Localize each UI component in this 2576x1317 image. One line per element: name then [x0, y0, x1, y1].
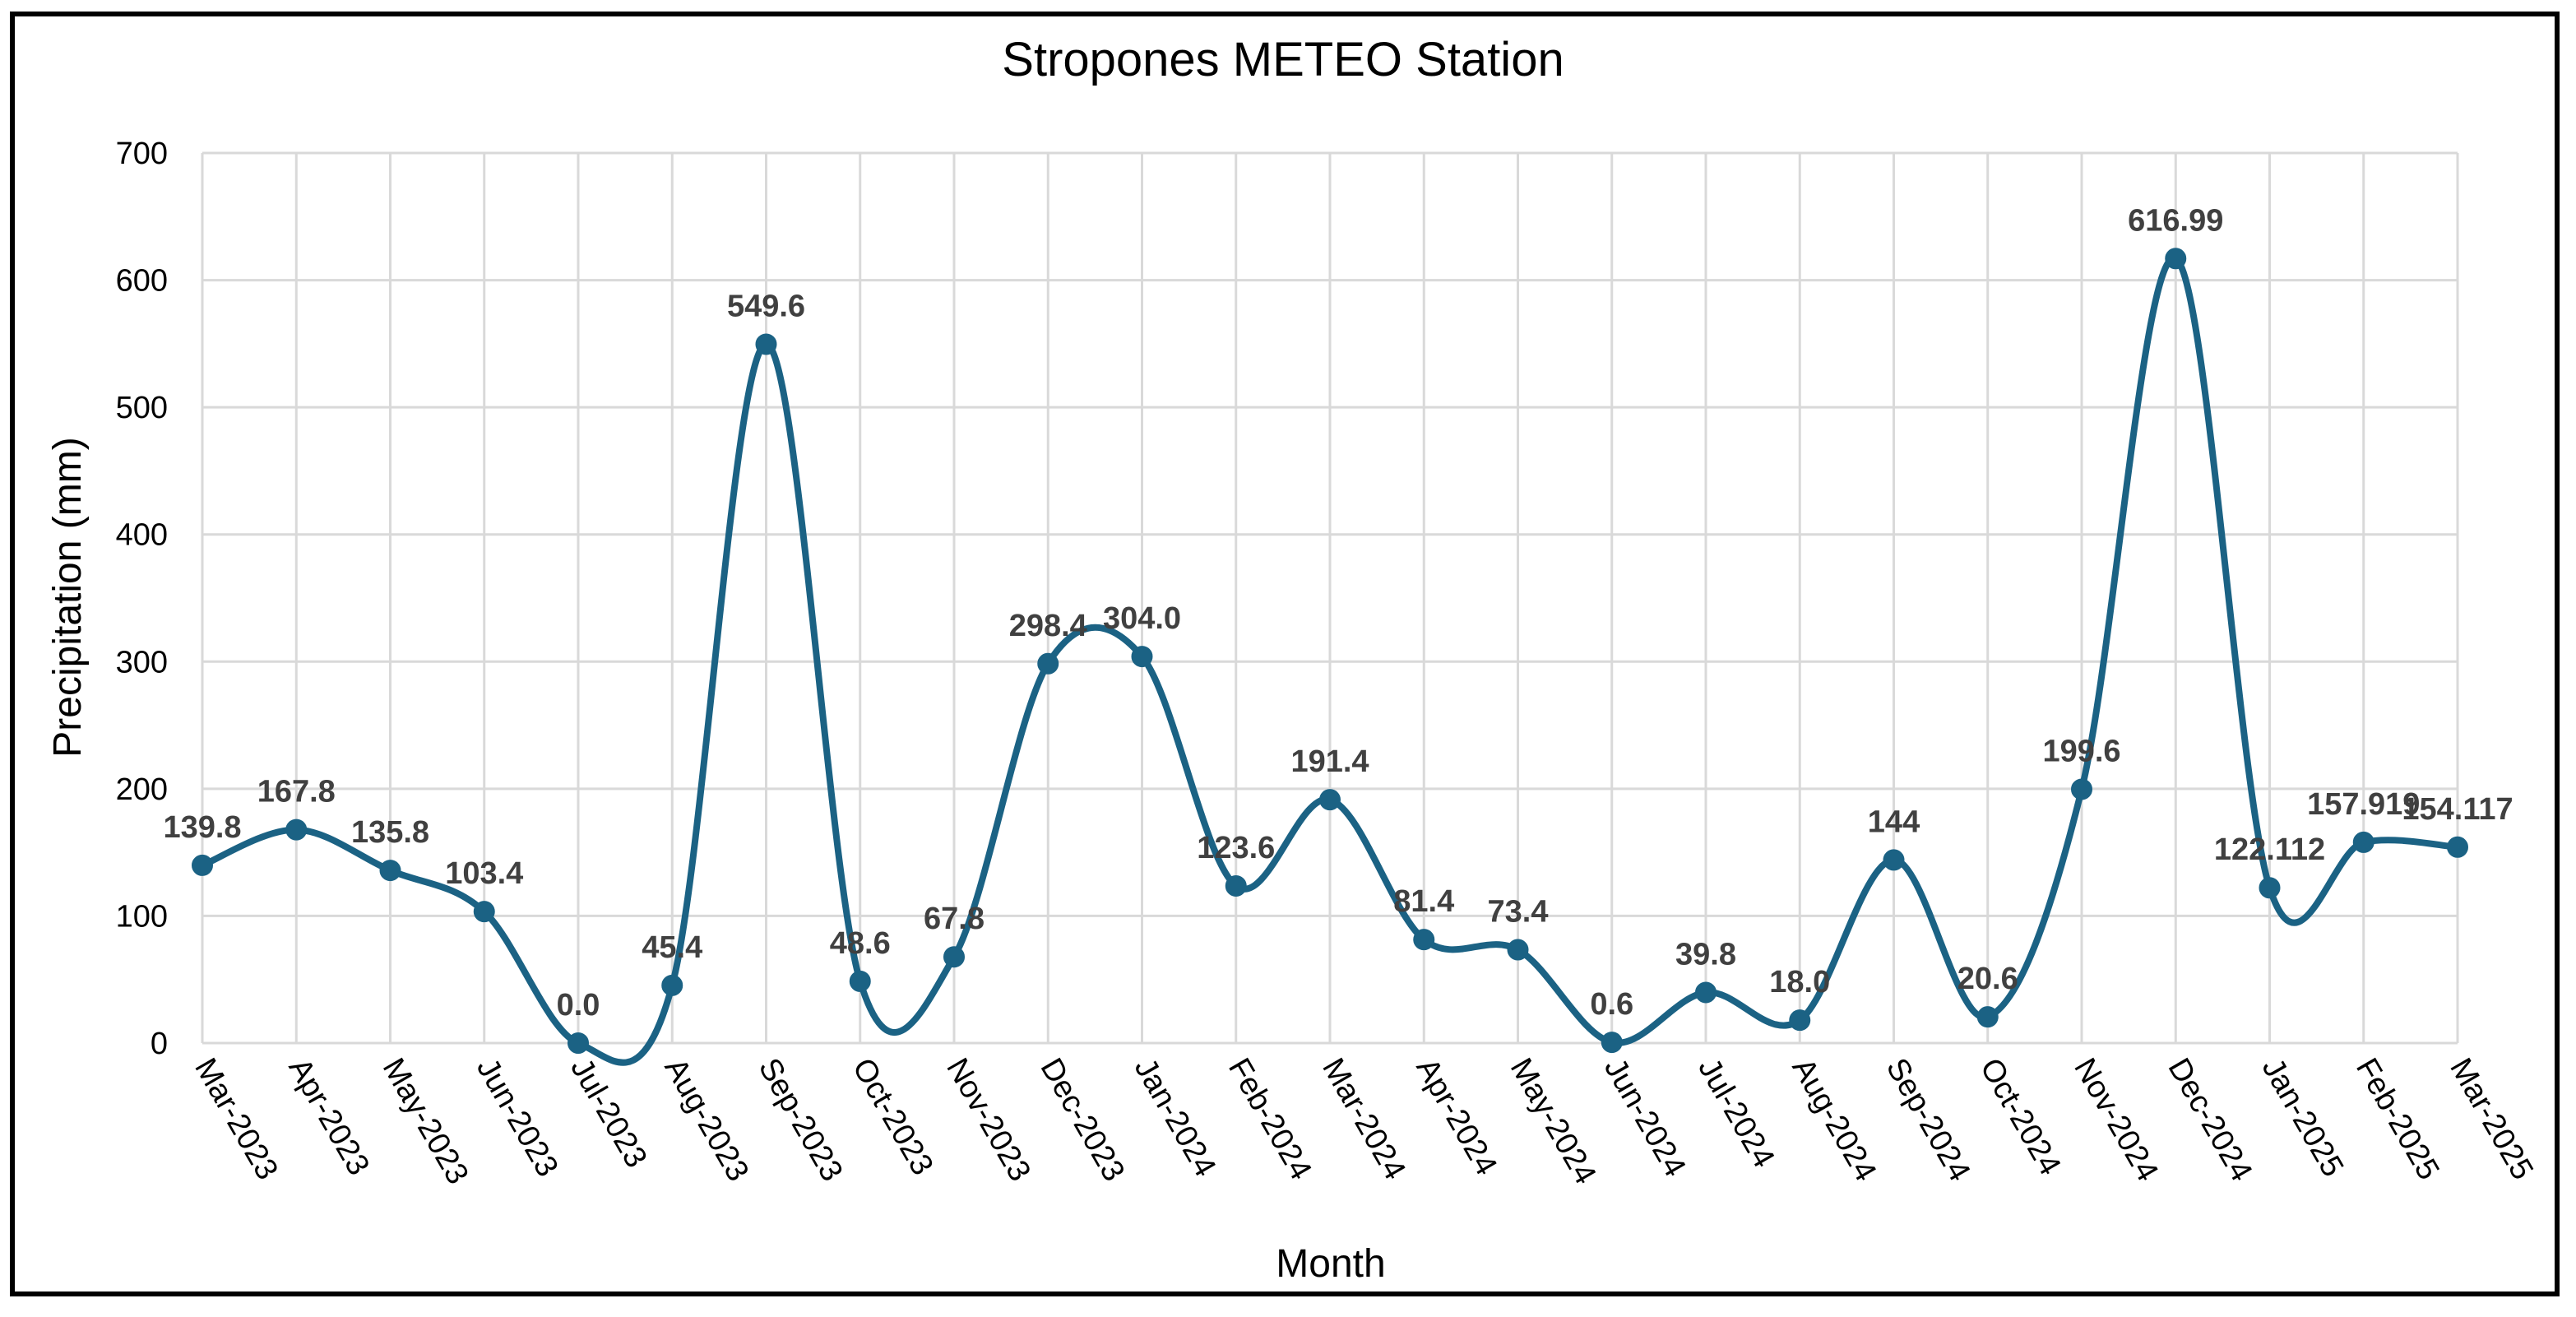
x-tick-label: Jun-2023 — [470, 1053, 565, 1183]
data-label: 67.8 — [924, 902, 985, 936]
data-label: 191.4 — [1290, 744, 1369, 779]
grid-layer — [201, 151, 2459, 1045]
x-tick-label: Jul-2024 — [1691, 1053, 1781, 1174]
data-point — [192, 854, 213, 876]
y-tick-label: 0 — [151, 1027, 168, 1061]
data-label: 144 — [1868, 805, 1920, 839]
data-label: 48.6 — [830, 926, 891, 961]
data-label: 73.4 — [1488, 895, 1549, 930]
data-label: 18.0 — [1769, 965, 1830, 999]
data-point — [379, 860, 401, 882]
x-tick-label: Sep-2024 — [1879, 1053, 1977, 1188]
data-point — [1601, 1032, 1623, 1054]
x-tick-label: Sep-2023 — [752, 1053, 850, 1188]
x-tick-label: Dec-2023 — [1033, 1053, 1131, 1188]
data-label: 81.4 — [1393, 884, 1454, 919]
data-label: 616.99 — [2128, 203, 2223, 238]
y-tick-label: 700 — [116, 137, 168, 171]
data-point — [1507, 939, 1529, 961]
series-layer — [192, 248, 2468, 1066]
x-tick-label: Aug-2024 — [1785, 1053, 1883, 1188]
x-tick-label: Aug-2023 — [657, 1053, 755, 1188]
data-label: 45.4 — [642, 930, 702, 965]
chart-title: Stropones METEO Station — [1002, 33, 1564, 86]
data-point — [2259, 877, 2281, 899]
y-tick-label: 500 — [116, 391, 168, 425]
y-tick-label: 300 — [116, 645, 168, 679]
x-tick-label: Oct-2024 — [1973, 1053, 2068, 1181]
data-point — [1225, 874, 1247, 897]
data-label: 0.6 — [1590, 987, 1633, 1022]
x-tick-label: Dec-2024 — [2161, 1053, 2259, 1188]
data-label: 139.8 — [163, 810, 241, 845]
data-label: 123.6 — [1197, 831, 1275, 865]
x-tick-label: Jan-2024 — [1128, 1053, 1223, 1183]
x-axis-title: Month — [1276, 1242, 1385, 1286]
data-label: 157.919 — [2307, 787, 2420, 822]
data-label: 549.6 — [727, 289, 805, 323]
y-axis-title: Precipitation (mm) — [46, 437, 90, 757]
x-tick-label: Mar-2025 — [2443, 1053, 2540, 1186]
data-point — [473, 901, 495, 923]
x-tick-label: Apr-2023 — [281, 1053, 376, 1181]
data-label: 122.112 — [2214, 832, 2325, 867]
x-tick-label: Mar-2023 — [188, 1053, 285, 1186]
x-tick-label: May-2023 — [376, 1053, 475, 1190]
data-point — [2165, 248, 2187, 270]
data-point — [2071, 778, 2092, 800]
y-tick-label: 400 — [116, 518, 168, 553]
x-tick-label: Jan-2025 — [2255, 1053, 2351, 1183]
data-point — [1883, 849, 1905, 871]
data-point — [1789, 1009, 1811, 1032]
x-tick-label: Nov-2024 — [2067, 1053, 2165, 1188]
y-tick-label: 200 — [116, 772, 168, 807]
data-label: 103.4 — [445, 856, 523, 891]
x-tick-label: Feb-2024 — [1221, 1053, 1318, 1186]
x-tick-label: Mar-2024 — [1315, 1053, 1412, 1186]
data-label: 0.0 — [557, 988, 600, 1023]
data-label: 298.4 — [1009, 609, 1087, 643]
data-point — [755, 333, 777, 355]
data-point — [2352, 831, 2374, 853]
x-tick-label: Jun-2024 — [1597, 1053, 1693, 1183]
data-point — [661, 974, 683, 996]
x-tick-label: Feb-2025 — [2349, 1053, 2446, 1186]
x-tick-label: Apr-2024 — [1409, 1053, 1503, 1181]
data-point — [943, 946, 965, 968]
data-label: 39.8 — [1675, 937, 1736, 972]
data-label: 304.0 — [1103, 601, 1181, 636]
data-label: 135.8 — [351, 815, 429, 850]
data-point — [2447, 836, 2468, 858]
x-tick-label: Oct-2023 — [846, 1053, 940, 1181]
data-point — [1976, 1006, 1999, 1028]
data-point — [285, 818, 308, 841]
data-label: 199.6 — [2042, 734, 2120, 768]
x-tick-label: May-2024 — [1503, 1053, 1603, 1190]
data-label: 20.6 — [1957, 962, 2018, 996]
y-tick-label: 100 — [116, 899, 168, 934]
chart-frame — [10, 12, 2560, 1296]
x-tick-label: Nov-2023 — [939, 1053, 1037, 1188]
data-point — [1131, 646, 1153, 668]
data-point — [1319, 789, 1341, 811]
data-point — [1695, 981, 1717, 1004]
data-label: 154.117 — [2402, 792, 2513, 827]
label-layer: 139.8 167.8 135.8 103.4 0.0 45.4 549.6 48.6 67.8… — [163, 203, 2513, 1023]
data-point — [1413, 929, 1435, 951]
data-point — [568, 1032, 589, 1054]
data-point — [1037, 652, 1059, 675]
data-label: 167.8 — [257, 775, 336, 809]
y-tick-label: 600 — [116, 264, 168, 299]
x-tick-label: Jul-2023 — [563, 1053, 653, 1174]
data-point — [849, 970, 871, 992]
